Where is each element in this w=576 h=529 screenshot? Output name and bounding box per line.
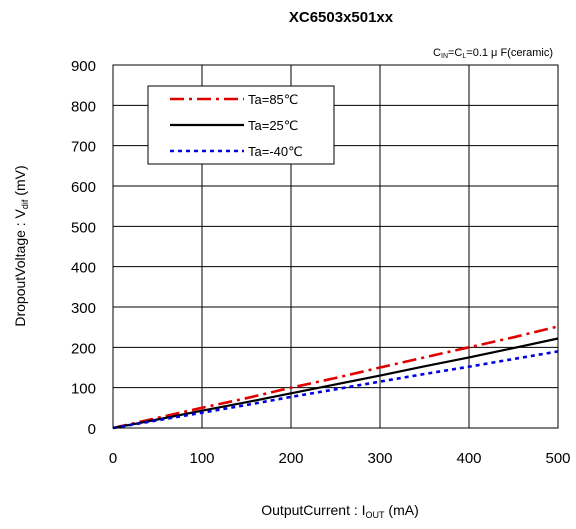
y-tick-label: 100 bbox=[71, 381, 96, 398]
legend-label-2: Ta=-40℃ bbox=[248, 144, 303, 159]
x-tick-label: 400 bbox=[456, 450, 481, 467]
chart-title: XC6503x501xx bbox=[289, 9, 394, 26]
x-tick-labels: 0 100 200 300 400 500 bbox=[109, 450, 571, 467]
y-tick-label: 700 bbox=[71, 139, 96, 156]
x-tick-label: 100 bbox=[189, 450, 214, 467]
condition-eq: =C bbox=[448, 47, 462, 59]
condition-cin-sub: IN bbox=[441, 53, 448, 60]
y-tick-label: 600 bbox=[71, 179, 96, 196]
y-axis-label-suffix: (mV) bbox=[12, 165, 28, 199]
x-axis-label-suffix: (mA) bbox=[385, 502, 419, 518]
condition-rest: =0.1 μ F(ceramic) bbox=[466, 47, 553, 59]
y-tick-label: 800 bbox=[71, 98, 96, 115]
y-tick-labels: 0 100 200 300 400 500 600 700 800 900 bbox=[71, 58, 96, 438]
legend-items: Ta=85℃ Ta=25℃ Ta=-40℃ bbox=[170, 92, 303, 159]
x-tick-label: 0 bbox=[109, 450, 117, 467]
legend: Ta=85℃ Ta=25℃ Ta=-40℃ bbox=[147, 85, 335, 165]
condition-cl-sub: L bbox=[462, 53, 466, 60]
x-axis-label-sub: OUT bbox=[366, 510, 386, 520]
series-line-0 bbox=[112, 325, 559, 430]
y-tick-label: 200 bbox=[71, 340, 96, 357]
y-axis-label-prefix: DropoutVoltage : V bbox=[12, 208, 28, 326]
x-axis-label-prefix: OutputCurrent : I bbox=[261, 502, 365, 518]
condition-cin: C bbox=[433, 47, 441, 59]
legend-label-0: Ta=85℃ bbox=[248, 92, 298, 107]
y-tick-label: 0 bbox=[88, 421, 96, 438]
y-tick-label: 400 bbox=[71, 260, 96, 277]
x-tick-label: 200 bbox=[278, 450, 303, 467]
condition-note: CIN=CL=0.1 μ F(ceramic) bbox=[433, 47, 553, 60]
x-tick-label: 500 bbox=[545, 450, 570, 467]
y-tick-label: 300 bbox=[71, 300, 96, 317]
y-tick-label: 900 bbox=[71, 58, 96, 75]
plot-frame bbox=[112, 64, 559, 429]
legend-label-1: Ta=25℃ bbox=[248, 118, 298, 133]
series-line-1 bbox=[112, 337, 559, 430]
y-tick-label: 500 bbox=[71, 219, 96, 236]
x-axis-label: OutputCurrent : IOUT (mA) bbox=[261, 502, 419, 520]
y-axis-label-sub: dif bbox=[20, 199, 30, 209]
series-line-2 bbox=[112, 350, 559, 430]
grid bbox=[113, 65, 558, 428]
series-layer bbox=[112, 325, 559, 430]
y-axis-label: DropoutVoltage : Vdif (mV) bbox=[12, 165, 30, 326]
x-tick-label: 300 bbox=[367, 450, 392, 467]
